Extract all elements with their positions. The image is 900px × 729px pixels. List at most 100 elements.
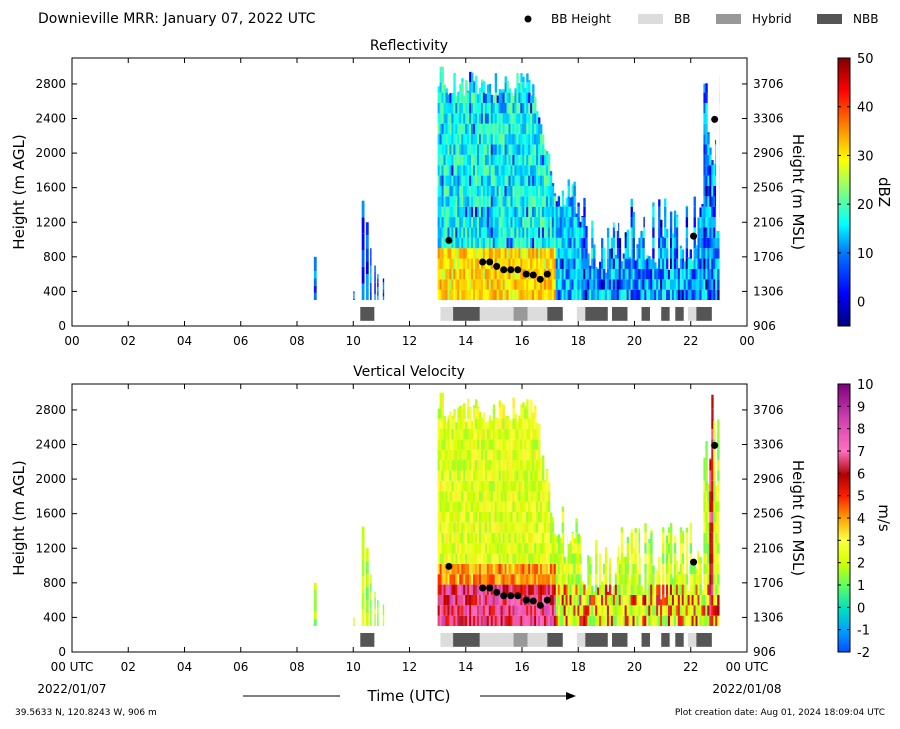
precip-cell (658, 564, 660, 574)
bb-height-point (523, 597, 530, 604)
precip-cell (650, 553, 652, 563)
precip-cell (717, 553, 719, 563)
colorbar-gradient (838, 58, 850, 326)
x-tick-label: 14 (458, 334, 473, 348)
precip-cell (370, 574, 371, 583)
precip-cell (377, 283, 378, 287)
precip-cell (383, 615, 384, 619)
panel-title: Vertical Velocity (353, 364, 465, 380)
precip-cell (717, 543, 719, 553)
precip-cell (717, 290, 719, 300)
precip-cell (471, 73, 473, 83)
precip-cell (638, 564, 640, 574)
y-right-tick-label: 2506 (753, 181, 784, 195)
precip-cell (674, 535, 676, 543)
colorbar-tick-label: 8 (857, 423, 865, 438)
precip-cell (314, 271, 317, 278)
bb-height-point (486, 585, 493, 592)
bb-type-segment (528, 307, 548, 321)
precip-cell (717, 564, 719, 574)
x-tick-label: 22 (683, 334, 698, 348)
precip-cell (374, 265, 375, 271)
precip-cell (591, 227, 593, 237)
precip-cell (705, 470, 707, 480)
precip-cell (353, 299, 354, 300)
y-right-tick-label: 906 (753, 319, 776, 333)
precip-cell (662, 527, 664, 533)
colorbar-tick-label: 50 (857, 52, 874, 67)
y-right-tick-label: 3306 (753, 112, 784, 126)
precip-cell (666, 259, 668, 269)
x-tick-label: 00 UTC (726, 660, 769, 674)
precip-cell (536, 111, 538, 113)
precip-cell (660, 220, 662, 228)
x-tick-label: 06 (233, 660, 248, 674)
precip-cell (353, 293, 354, 294)
precip-cell (609, 574, 611, 584)
precip-cell (370, 291, 371, 300)
precip-cell (353, 296, 354, 297)
precip-cell (374, 609, 375, 615)
precip-cell (648, 256, 650, 258)
bb-type-segment (696, 633, 711, 647)
colorbar-tick-label: 10 (857, 247, 874, 262)
precip-cell (603, 248, 605, 249)
precip-cell (686, 574, 688, 584)
precip-cell (717, 429, 719, 439)
precip-cell (495, 73, 497, 82)
bb-height-point (711, 442, 718, 449)
gap (649, 58, 652, 231)
y-right-tick-label: 1306 (753, 610, 784, 624)
precip-cell (562, 506, 564, 512)
bb-type-segment (696, 307, 711, 321)
gap (615, 384, 618, 557)
precip-cell (585, 238, 587, 248)
x-tick-label: 08 (289, 660, 304, 674)
x-tick-label: 08 (289, 334, 304, 348)
precip-cell (548, 154, 550, 155)
precip-cell (635, 533, 637, 543)
bb-height-point (530, 271, 537, 278)
precip-cell (713, 421, 715, 429)
precip-cell (370, 248, 371, 257)
bb-type-segment (480, 633, 514, 647)
gap (598, 58, 601, 231)
precip-cell (528, 82, 530, 92)
precip-cell (552, 183, 554, 186)
colorbar-tick-label: 6 (857, 467, 865, 482)
precip-cell (717, 481, 719, 491)
precip-cell (670, 523, 672, 533)
precip-cell (644, 533, 646, 543)
colorbar-tick-label: 7 (857, 445, 865, 460)
legend-swatch (716, 14, 741, 24)
precip-cell (627, 564, 629, 574)
precip-cell (572, 532, 574, 533)
gap (657, 384, 660, 557)
precip-cell (552, 522, 554, 532)
colorbar-tick-label: 0 (857, 601, 865, 616)
precip-cell (717, 279, 719, 289)
precip-cell (568, 179, 570, 186)
precip-cell (475, 82, 477, 92)
precip-cell (707, 132, 709, 134)
precip-cell (383, 612, 384, 616)
y-tick-label: 2400 (35, 438, 66, 452)
y-tick-label: 2800 (35, 403, 66, 417)
precip-cell (711, 398, 713, 408)
precip-cell (664, 199, 666, 207)
precip-cell (585, 226, 587, 227)
precip-cell (676, 217, 678, 227)
gap (699, 384, 702, 557)
bb-height-point (445, 237, 452, 244)
precip-cell (366, 613, 369, 626)
colorbar-tick-label: 4 (857, 512, 865, 527)
precip-cell (686, 217, 688, 227)
precip-cell (605, 553, 607, 563)
precip-cell (609, 558, 611, 564)
bb-type-segment (675, 633, 683, 647)
precip-cell (546, 470, 548, 480)
precip-cell (573, 182, 575, 186)
bb-height-point (544, 271, 551, 278)
precip-cell (621, 527, 623, 533)
